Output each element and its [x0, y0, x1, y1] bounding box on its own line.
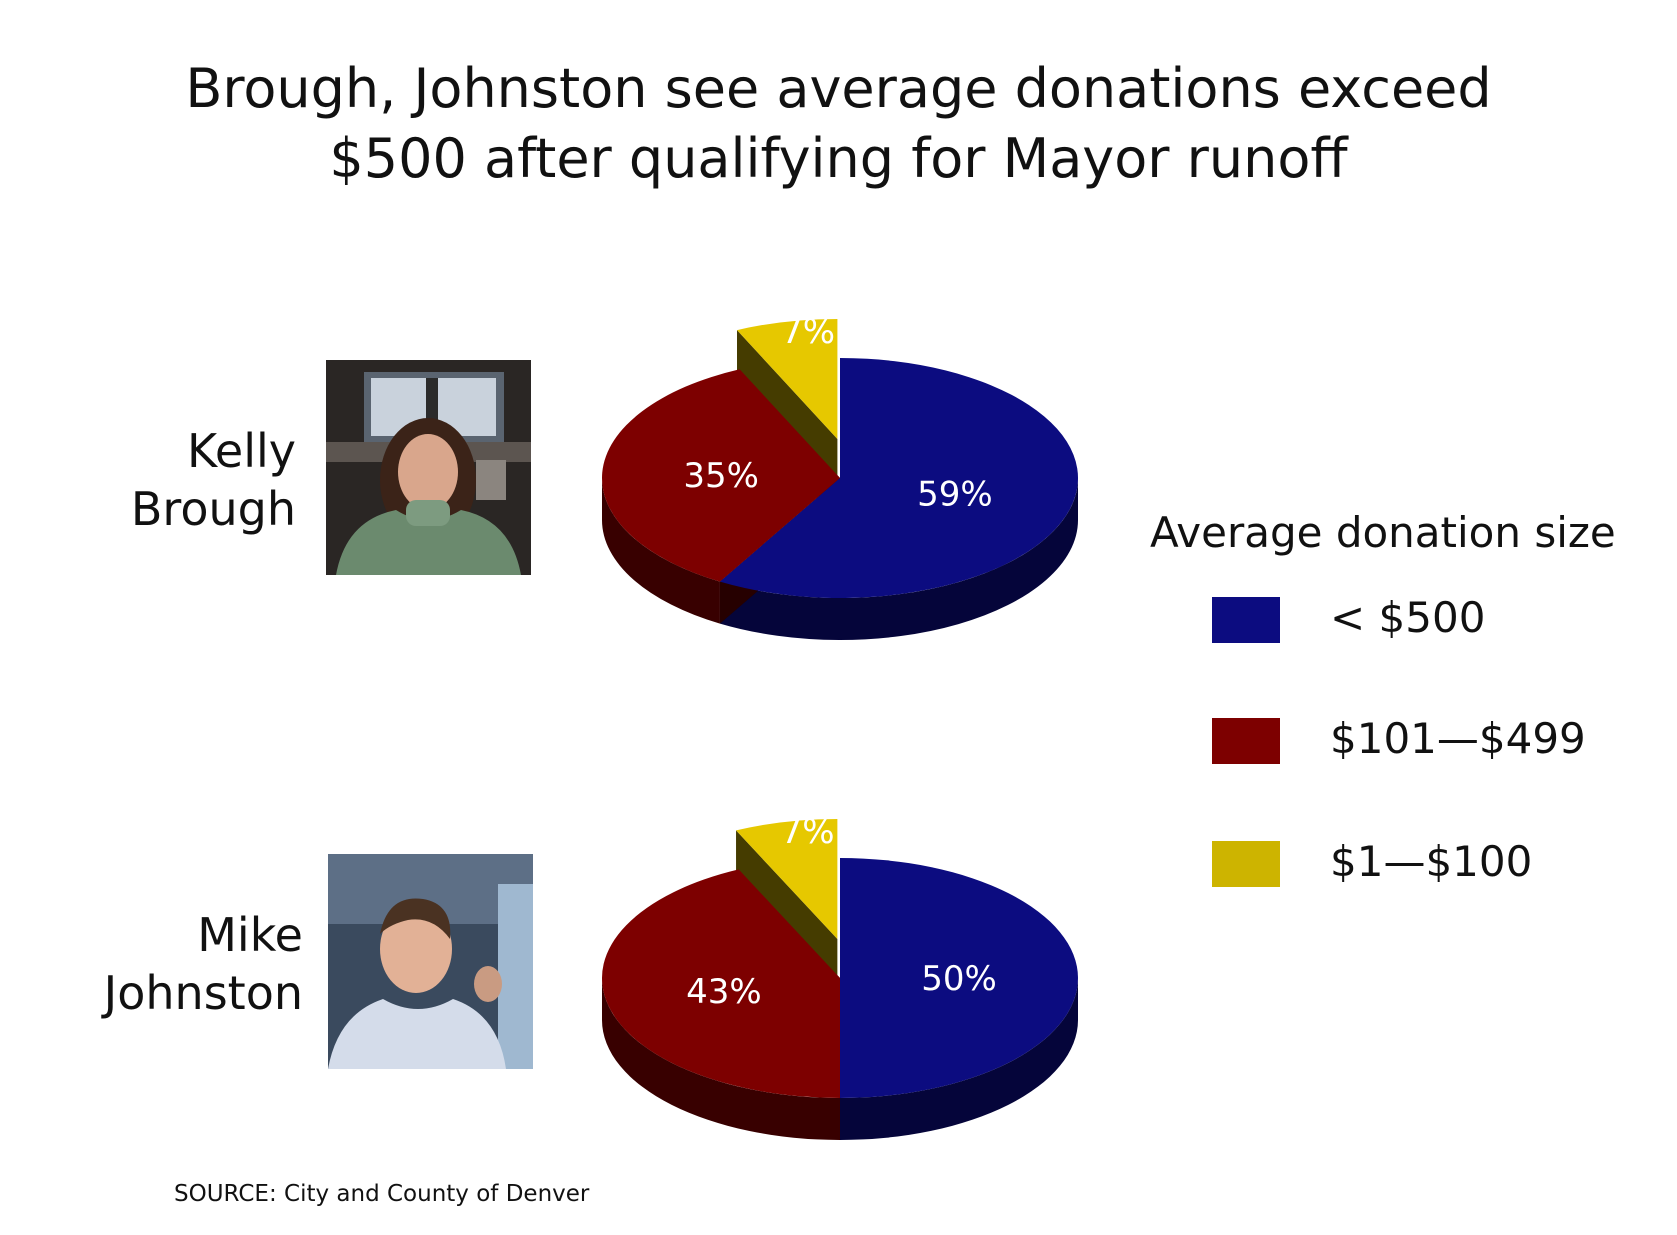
pie-chart-johnston: 50% 43% 7% — [602, 812, 1078, 1140]
legend-title: Average donation size — [1150, 508, 1616, 557]
pie-slice-wall — [840, 978, 1078, 1140]
pie-slice-label: 7% — [781, 312, 835, 352]
legend-swatch — [1212, 718, 1280, 764]
pie-slice-label: 59% — [917, 475, 993, 515]
pie-slice — [737, 318, 838, 439]
portrait-brough-image — [326, 360, 531, 575]
candidate-last-name: Johnston — [103, 966, 303, 1020]
pie-slice — [602, 369, 840, 582]
candidate-first-name: Kelly — [187, 424, 296, 478]
legend-swatch — [1212, 597, 1280, 643]
legend-label: < $500 — [1330, 593, 1486, 642]
source-note: SOURCE: City and County of Denver — [174, 1181, 590, 1207]
pie-slice-wall — [719, 478, 1078, 640]
chart-title-line-1: Brough, Johnston see average donations e… — [185, 57, 1492, 120]
legend-swatch — [1212, 841, 1280, 887]
pie-slice-cut-wall — [737, 330, 838, 481]
candidate-photo-johnston — [328, 854, 533, 1069]
pie-slice-cut-wall — [736, 830, 838, 981]
pie-slice-label: 50% — [921, 959, 997, 999]
candidate-first-name: Mike — [197, 908, 303, 962]
chart-title-line-2: $500 after qualifying for Mayor runoff — [329, 127, 1348, 190]
pie-slice-wall — [602, 978, 840, 1140]
pie-slice — [736, 818, 838, 939]
pie-slice-wall — [602, 478, 720, 624]
pie-slice-label: 43% — [686, 972, 762, 1012]
pie-slice-label: 7% — [781, 812, 835, 852]
pie-chart-brough: 59% 35% 7% — [602, 312, 1079, 640]
chart-title: Brough, Johnston see average donations e… — [0, 54, 1677, 194]
pie-slice — [719, 358, 1079, 598]
candidate-name-brough: Kelly Brough — [100, 422, 296, 538]
candidate-name-johnston: Mike Johnston — [80, 906, 303, 1022]
legend-label: $1—$100 — [1330, 837, 1533, 886]
candidate-last-name: Brough — [130, 482, 296, 536]
pie-slice — [840, 858, 1078, 1098]
legend-label: $101—$499 — [1330, 714, 1586, 763]
pie-slice-label: 35% — [683, 456, 759, 496]
portrait-johnston-image — [328, 854, 533, 1069]
pie-slice — [602, 869, 840, 1098]
candidate-photo-brough — [326, 360, 531, 575]
